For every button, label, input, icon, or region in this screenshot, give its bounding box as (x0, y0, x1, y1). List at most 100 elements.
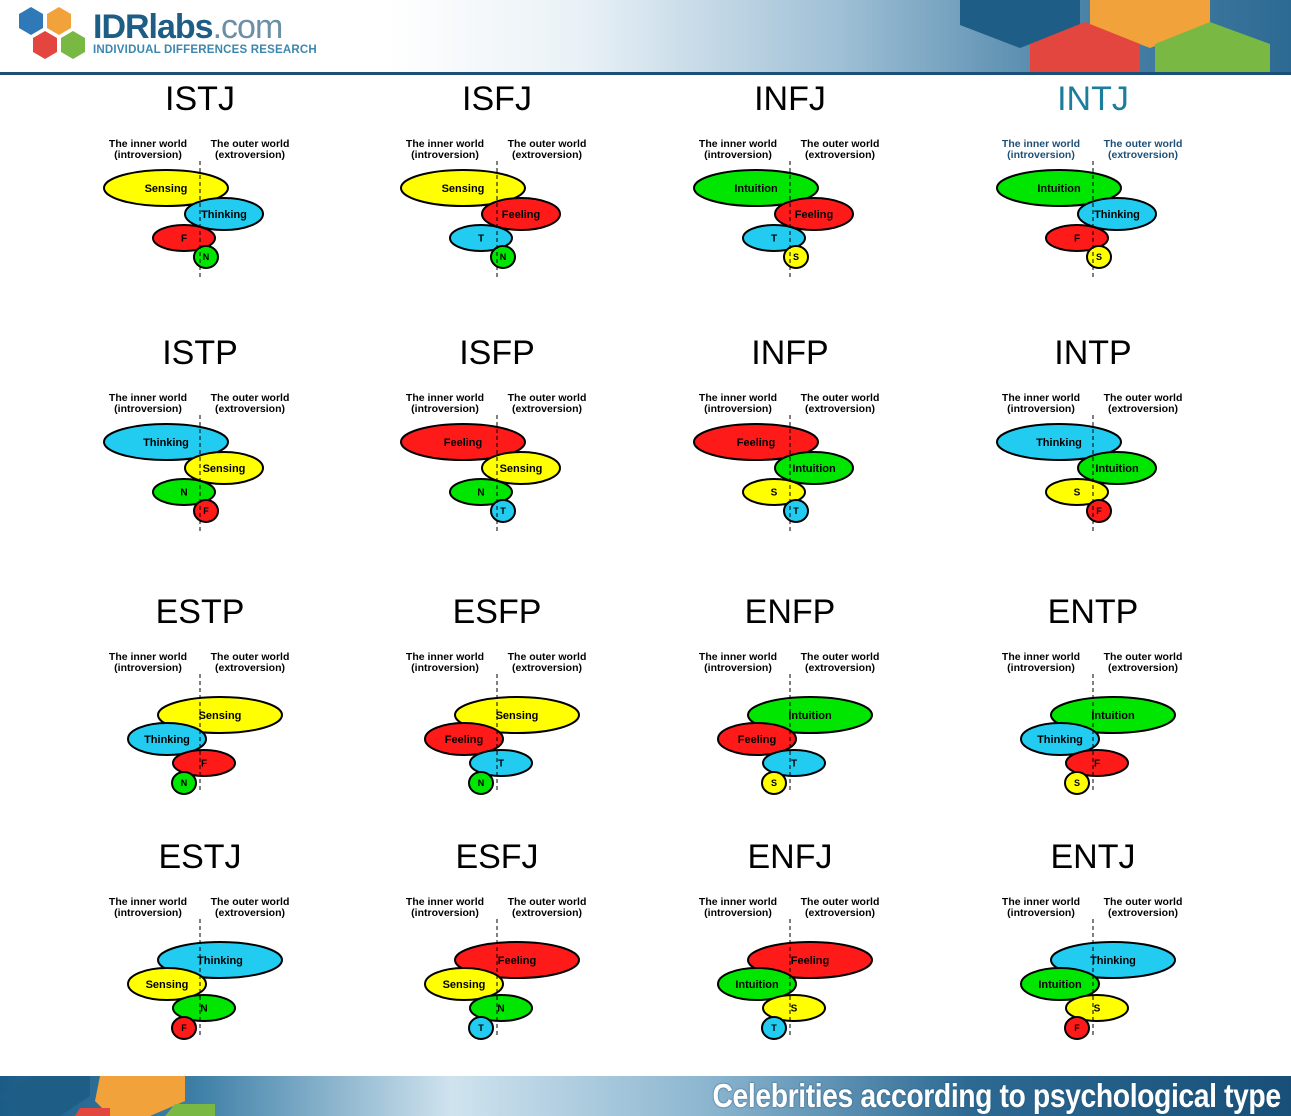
outer-world-text: The outer world (210, 896, 290, 908)
inner-world-label: The inner world (introversion) (993, 652, 1089, 674)
function-ellipse (1020, 722, 1100, 756)
function-ellipse (996, 423, 1122, 461)
function-label: Sensing (145, 183, 188, 195)
type-diagram-esfj: Feeling Sensing N T ESFJ The inner world (intr… (347, 833, 647, 1053)
introversion-text: (introversion) (411, 907, 479, 919)
function-ellipse (1064, 1016, 1090, 1040)
outer-world-text: The outer world (1103, 896, 1183, 908)
introversion-text: (introversion) (114, 662, 182, 674)
extroversion-text: (extroversion) (511, 149, 583, 161)
function-label: Feeling (444, 437, 483, 449)
brand-name: IDRlabs.com (93, 8, 283, 46)
extroversion-text: (extroversion) (1107, 662, 1179, 674)
inner-world-label: The inner world (introversion) (397, 139, 493, 161)
introversion-text: (introversion) (411, 662, 479, 674)
logo-hexagons-icon[interactable] (14, 4, 92, 66)
footer-hexagon-decoration-icon (0, 1076, 215, 1116)
function-ellipse (127, 722, 207, 756)
function-ellipse (172, 994, 236, 1022)
function-label: N (477, 488, 484, 499)
introversion-text: (introversion) (114, 403, 182, 415)
function-ellipse (1065, 749, 1129, 777)
function-intuition-bubble: N (469, 994, 533, 1022)
function-stack: Feeling Intuition S T (693, 415, 854, 531)
function-sensing-bubble: Sensing (103, 169, 229, 207)
outer-world-label: The outer world (extroversion) (792, 393, 888, 415)
function-ellipse (693, 423, 819, 461)
inner-world-label: The inner world (introversion) (100, 897, 196, 919)
function-intuition-bubble: Intuition (1077, 451, 1157, 485)
function-thinking-bubble: T (762, 749, 826, 777)
function-label: Sensing (199, 710, 242, 722)
function-label: Thinking (143, 437, 189, 449)
function-label: Intuition (1037, 183, 1081, 195)
function-intuition-bubble: N (193, 245, 219, 269)
function-ellipse (762, 994, 826, 1022)
logo[interactable]: IDRlabs.com INDIVIDUAL DIFFERENCES RESEA… (93, 8, 317, 56)
outer-world-text: The outer world (1103, 392, 1183, 404)
inner-world-text: The inner world (405, 651, 485, 663)
outer-world-label: The outer world (extroversion) (202, 652, 298, 674)
function-ellipse (172, 749, 236, 777)
outer-world-label: The outer world (extroversion) (499, 897, 595, 919)
function-ellipse (1065, 994, 1129, 1022)
function-label: Thinking (1094, 209, 1140, 221)
function-label: Intuition (788, 710, 832, 722)
function-label: Sensing (496, 710, 539, 722)
function-feeling-bubble: F (172, 749, 236, 777)
type-title: INFJ (754, 80, 826, 118)
extroversion-text: (extroversion) (1107, 907, 1179, 919)
function-stack: Thinking Intuition S F (1020, 919, 1176, 1040)
function-intuition-bubble: Intuition (1020, 967, 1100, 1001)
function-ellipse (1020, 967, 1100, 1001)
inner-world-text: The inner world (698, 651, 778, 663)
function-stack: Feeling Intuition S T (717, 919, 873, 1040)
function-stack: Sensing Thinking F N (103, 161, 264, 277)
outer-world-label: The outer world (extroversion) (792, 897, 888, 919)
function-sensing-bubble: Sensing (481, 451, 561, 485)
function-ellipse (996, 169, 1122, 207)
type-title: ESFJ (455, 838, 539, 876)
function-stack: Intuition Thinking F S (1020, 674, 1176, 795)
type-diagram-entj: Thinking Intuition S F ENTJ The inner world (i… (943, 833, 1243, 1053)
outer-world-text: The outer world (800, 138, 880, 150)
function-intuition-bubble: Intuition (774, 451, 854, 485)
function-label: F (1074, 234, 1080, 245)
function-ellipse (761, 771, 787, 795)
function-ellipse (171, 1016, 197, 1040)
function-ellipse (157, 696, 283, 734)
function-ellipse (774, 197, 854, 231)
outer-world-text: The outer world (507, 896, 587, 908)
type-diagram-intp: Thinking Intuition S F INTP The inner world (i… (943, 329, 1243, 549)
function-feeling-bubble: F (1065, 749, 1129, 777)
function-thinking-bubble: T (469, 749, 533, 777)
type-title: ISTJ (165, 80, 235, 118)
function-thinking-bubble: Thinking (996, 423, 1122, 461)
function-label: F (181, 234, 187, 245)
outer-world-text: The outer world (800, 392, 880, 404)
function-feeling-bubble: Feeling (424, 722, 504, 756)
function-sensing-bubble: Sensing (424, 967, 504, 1001)
function-feeling-bubble: Feeling (481, 197, 561, 231)
function-sensing-bubble: Sensing (157, 696, 283, 734)
type-title: ESTP (155, 593, 245, 631)
function-label: Thinking (1037, 734, 1083, 746)
function-label: T (478, 234, 484, 245)
extroversion-text: (extroversion) (214, 403, 286, 415)
function-feeling-bubble: Feeling (693, 423, 819, 461)
inner-world-text: The inner world (698, 138, 778, 150)
type-title: ENFP (744, 593, 836, 631)
function-label: Feeling (737, 437, 776, 449)
outer-world-text: The outer world (800, 896, 880, 908)
type-title: INFP (751, 334, 829, 372)
inner-world-text: The inner world (1001, 651, 1081, 663)
function-ellipse (157, 941, 283, 979)
outer-world-text: The outer world (507, 392, 587, 404)
function-sensing-bubble: S (761, 771, 787, 795)
function-stack: Feeling Sensing N T (424, 919, 580, 1040)
type-diagram-isfp: Feeling Sensing N T ISFP The inner world (intr… (347, 329, 647, 549)
inner-world-text: The inner world (108, 138, 188, 150)
inner-world-label: The inner world (introversion) (690, 897, 786, 919)
function-thinking-bubble: Thinking (1077, 197, 1157, 231)
function-label: T (478, 1023, 484, 1033)
